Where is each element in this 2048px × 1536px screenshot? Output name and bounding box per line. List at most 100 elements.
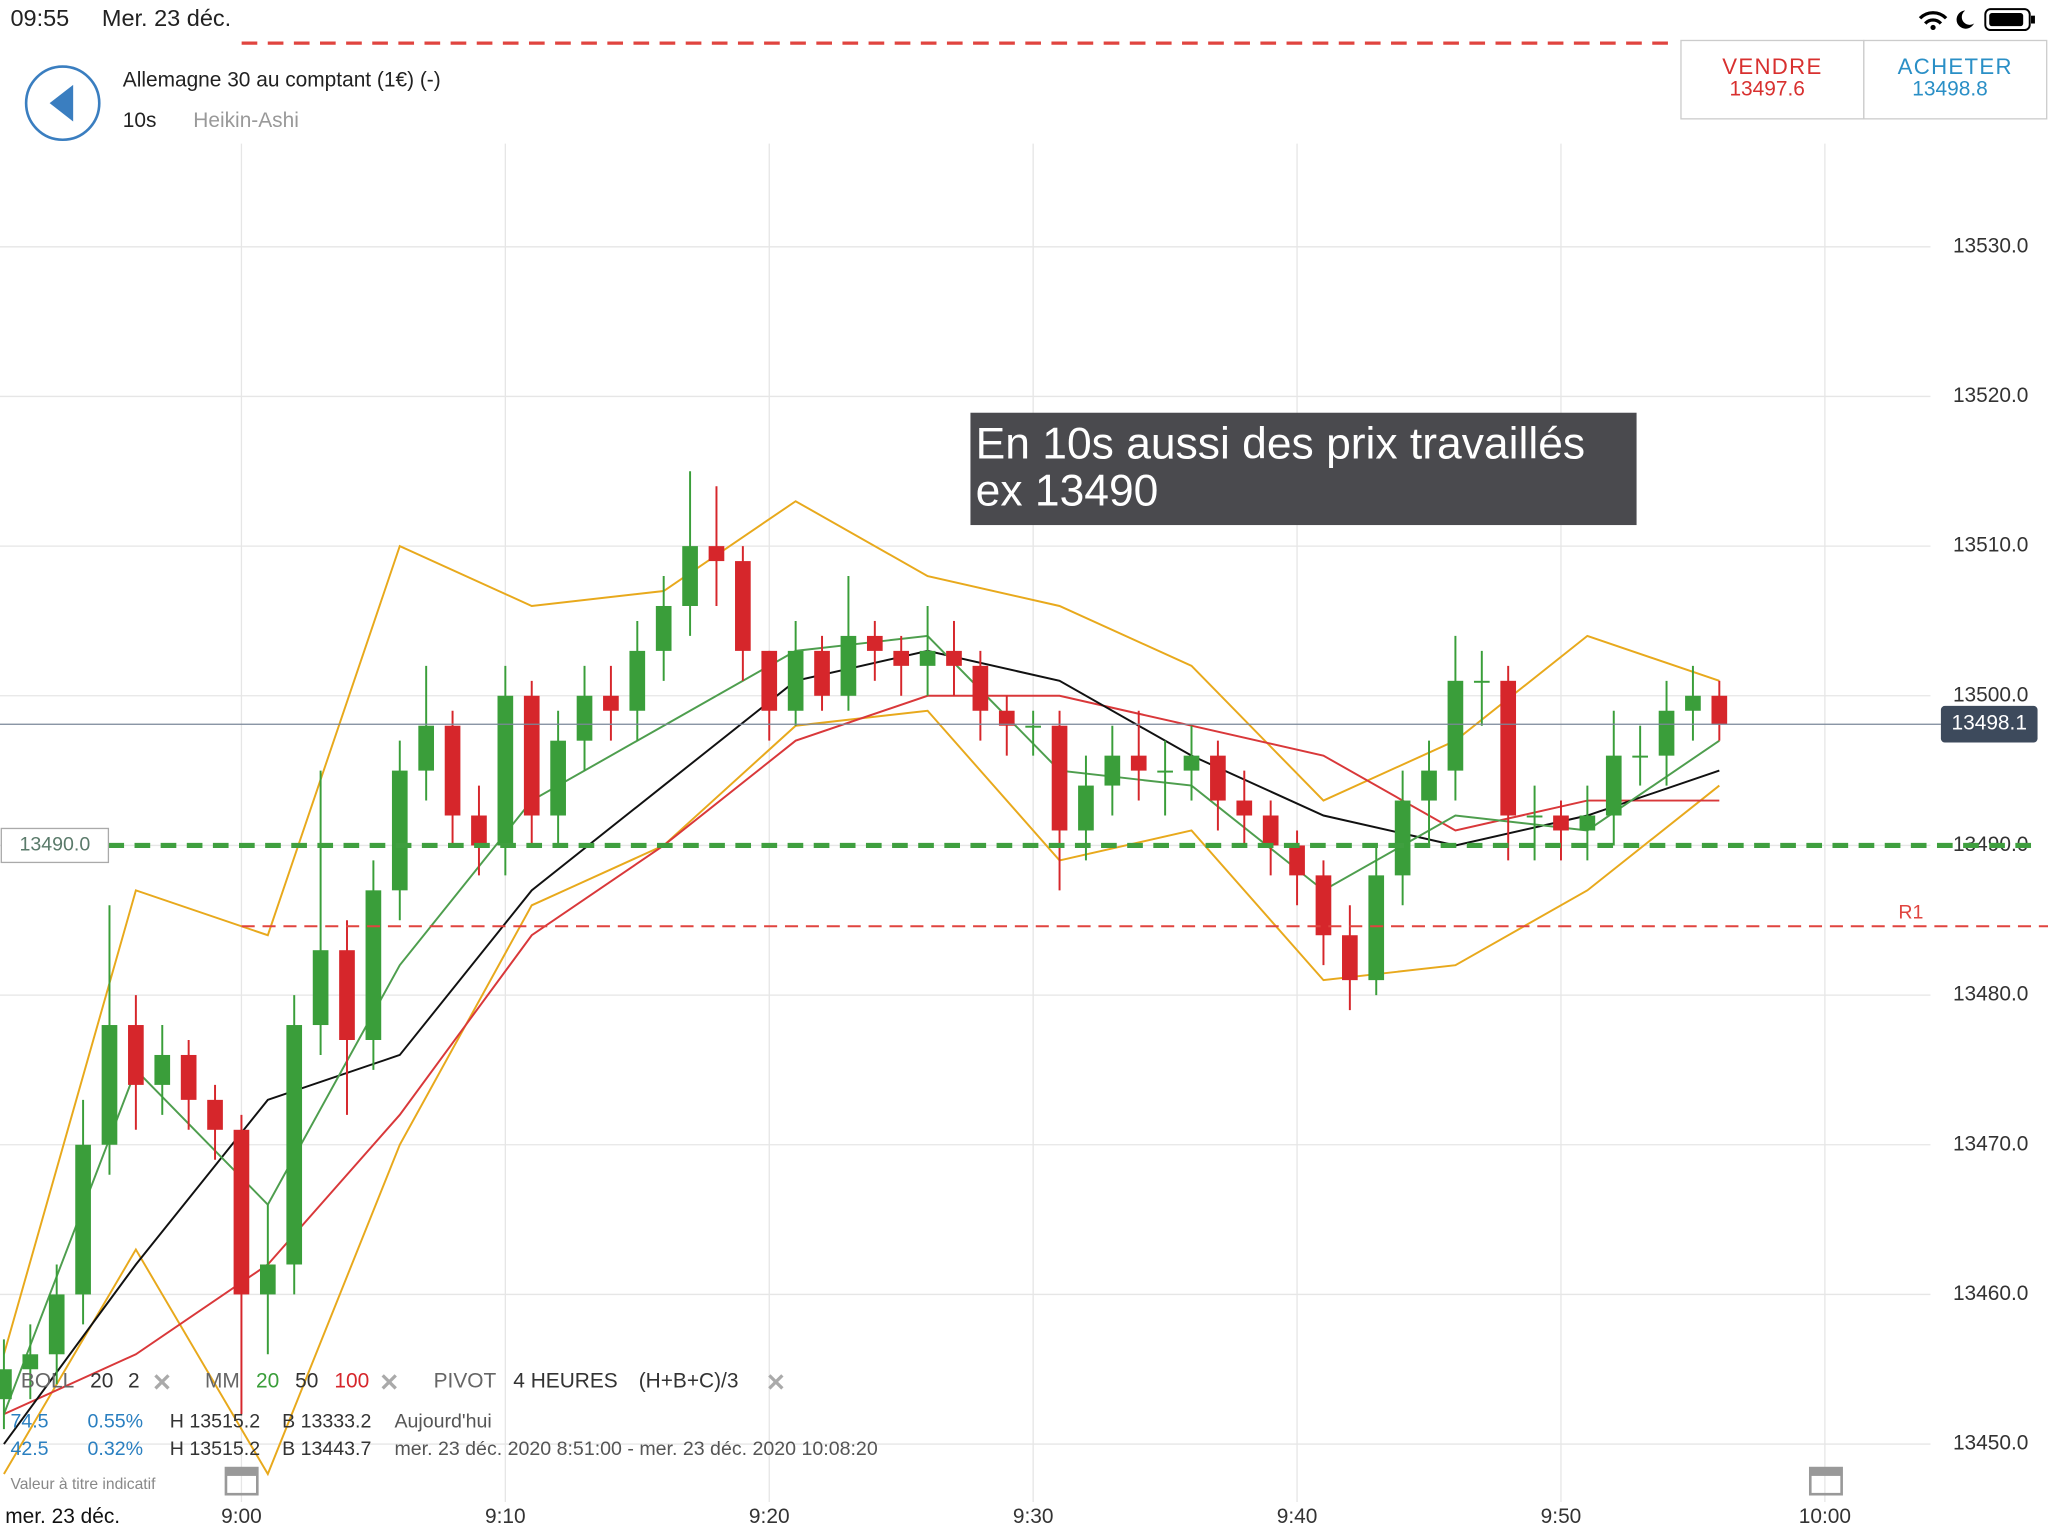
candle-body [1394, 800, 1411, 876]
remove-indicator[interactable] [154, 1374, 170, 1390]
footer-note: Valeur à titre indicatif [10, 1476, 156, 1493]
candle-body [761, 650, 778, 711]
candle-body [1632, 755, 1648, 758]
candle-body [550, 740, 566, 816]
stat-low: B 13333.2 [282, 1411, 371, 1433]
candle-body [708, 546, 725, 562]
candle-body [48, 1294, 65, 1355]
candle-body [735, 561, 751, 651]
candle-body [1210, 755, 1226, 801]
last-price-box [1940, 705, 2038, 743]
candle-body [75, 1144, 91, 1295]
x-tick-label: 9:00 [221, 1505, 262, 1528]
candle-body [233, 1129, 250, 1295]
candle-body [180, 1054, 197, 1100]
overlay-line [2, 500, 1720, 1355]
candle-body [154, 1054, 171, 1085]
candle-body [418, 725, 435, 771]
level-label: 13490.0 [19, 834, 90, 856]
candle-body [1051, 725, 1068, 831]
candle-body [1605, 755, 1622, 816]
stat-value: 74.5 [10, 1411, 48, 1433]
remove-indicator[interactable] [381, 1374, 397, 1390]
overlay-line [3, 709, 1720, 1477]
back-button[interactable] [24, 65, 101, 142]
sell-button[interactable]: VENDRE 13497.6 [1680, 39, 1865, 120]
stat-low: B 13443.7 [282, 1438, 371, 1460]
calendar-icon[interactable] [1808, 1466, 1843, 1496]
candle-body [787, 650, 804, 711]
candle-body [1025, 725, 1041, 728]
indicator-name[interactable]: BOLL [21, 1369, 74, 1392]
x-tick-label: 9:30 [1013, 1505, 1054, 1528]
annotation-text: En 10s aussi des prix travaillés [976, 419, 1585, 468]
sell-label: VENDRE [1722, 54, 1822, 79]
candle-body [523, 695, 540, 816]
annotation-box [970, 412, 1637, 526]
candle-body [365, 890, 382, 1040]
candle-body [0, 1369, 12, 1400]
candle-body [629, 650, 646, 711]
footer-date: mer. 23 déc. [5, 1505, 120, 1528]
candle-body [1078, 785, 1094, 831]
buy-label: ACHETER [1898, 54, 2013, 79]
chart-style[interactable]: Heikin-Ashi [193, 109, 299, 132]
overlay-line [3, 694, 1720, 1416]
candle-body [576, 695, 593, 741]
buy-button[interactable]: ACHETER 13498.8 [1863, 39, 2048, 120]
indicator-param: 20 [256, 1369, 279, 1392]
candle-body [840, 635, 857, 696]
candle-body [814, 650, 830, 696]
candle-body [919, 650, 936, 666]
stat-percent: 0.55% [88, 1411, 144, 1433]
candle-body [1289, 845, 1305, 876]
candle-body [1473, 680, 1490, 683]
candle-body [1236, 800, 1253, 816]
candle-body [1104, 755, 1121, 786]
candle-body [312, 950, 329, 1026]
candle-body [1183, 755, 1200, 771]
stat-period: Aujourd'hui [394, 1411, 491, 1433]
candle-body [1368, 875, 1385, 981]
level-label: R1 [1898, 901, 1923, 923]
y-tick-label: 13530.0 [1953, 234, 2028, 257]
indicator-bar: BOLL 20 2 MM 20 50 100 PIVOT 4 HEURES (H… [10, 1369, 877, 1460]
level-label-box [0, 827, 110, 864]
annotation-text: ex 13490 [976, 466, 1159, 515]
candle-body [1130, 755, 1147, 771]
instrument-name: Allemagne 30 au comptant (1€) (-) [123, 68, 441, 91]
remove-indicator[interactable] [768, 1374, 784, 1390]
candle-body [603, 695, 619, 711]
stat-value: 42.5 [10, 1438, 48, 1460]
candle-body [497, 695, 514, 846]
candle-body [1658, 710, 1675, 756]
calendar-icon[interactable] [224, 1466, 259, 1496]
candle-body [101, 1025, 118, 1145]
candle-body [1157, 770, 1173, 773]
stat-percent: 0.32% [88, 1438, 144, 1460]
sell-price: 13497.6 [1729, 78, 1804, 101]
candle-body [1500, 680, 1517, 816]
x-tick-label: 9:10 [485, 1505, 526, 1528]
candle-body [946, 650, 962, 666]
candle-body [207, 1099, 223, 1130]
y-tick-label: 13470.0 [1953, 1132, 2028, 1155]
indicator-param: 4 HEURES [513, 1369, 617, 1392]
indicator-name[interactable]: PIVOT [434, 1369, 497, 1392]
candle-body [471, 815, 487, 846]
candle-body [391, 770, 408, 891]
candle-body [444, 725, 461, 816]
indicator-param: (H+B+C)/3 [639, 1369, 739, 1392]
interval[interactable]: 10s [123, 109, 157, 132]
x-tick-label: 9:50 [1541, 1505, 1582, 1528]
candle-body [286, 1025, 303, 1265]
candle-body [259, 1264, 276, 1295]
indicator-name[interactable]: MM [205, 1369, 240, 1392]
grid-layer [0, 143, 1931, 1503]
candle-body [22, 1354, 39, 1370]
candle-body [1579, 815, 1596, 831]
candle-body [893, 650, 910, 666]
status-time: 09:55 [10, 5, 69, 31]
